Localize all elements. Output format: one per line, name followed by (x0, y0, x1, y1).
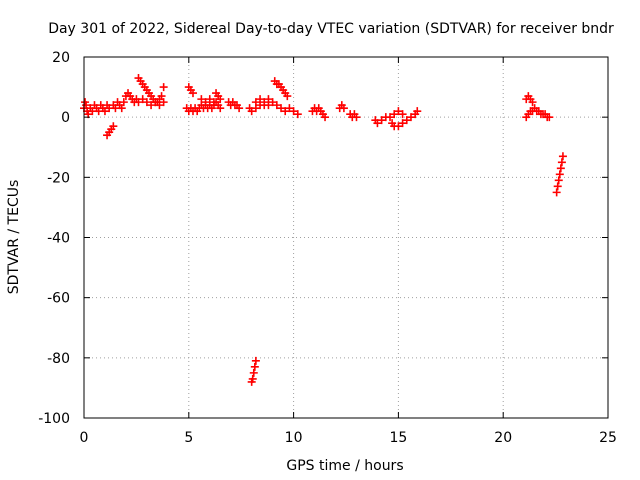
data-point (373, 119, 382, 128)
data-point (209, 98, 218, 107)
data-point (553, 182, 562, 191)
data-point (256, 95, 265, 104)
y-tick-labels: -100 -80 -60 -40 -20 0 20 (38, 50, 70, 427)
data-point (352, 113, 361, 122)
data-point (147, 101, 156, 110)
data-point (402, 116, 411, 125)
data-point (205, 95, 214, 104)
x-tick-label: 5 (184, 430, 193, 446)
data-point (285, 104, 294, 113)
data-point (528, 98, 537, 107)
data-point (188, 89, 197, 98)
data-point (157, 92, 166, 101)
data-point (554, 176, 563, 185)
grid-lines (84, 57, 608, 418)
data-point (109, 122, 118, 131)
data-point (119, 98, 128, 107)
data-point (159, 98, 168, 107)
data-point (82, 101, 91, 110)
y-tick-label: 0 (61, 110, 70, 126)
data-point (249, 368, 258, 377)
data-point (264, 101, 273, 110)
data-point (390, 110, 399, 119)
x-tick-label: 10 (285, 430, 303, 446)
data-point (557, 158, 566, 167)
data-point (155, 101, 164, 110)
y-tick-label: -40 (47, 231, 70, 247)
data-point (394, 107, 403, 116)
x-tick-label: 20 (494, 430, 512, 446)
data-point (117, 104, 126, 113)
data-point (272, 101, 281, 110)
y-tick-label: 20 (52, 50, 70, 66)
data-point (235, 104, 244, 113)
data-point (247, 107, 256, 116)
y-tick-label: -100 (38, 411, 70, 427)
y-tick-label: -20 (47, 170, 70, 186)
x-axis-label: GPS time / hours (286, 458, 403, 474)
data-point (398, 119, 407, 128)
data-point (100, 107, 109, 116)
x-tick-label: 0 (80, 430, 89, 446)
y-tick-label: -60 (47, 291, 70, 307)
data-point (556, 164, 565, 173)
data-point (394, 122, 403, 131)
data-point (558, 152, 567, 161)
axis-ticks (83, 56, 609, 419)
data-point (555, 170, 564, 179)
data-point (216, 104, 225, 113)
data-point (277, 104, 286, 113)
data-point (293, 110, 302, 119)
data-point (151, 98, 160, 107)
data-point (545, 113, 554, 122)
data-point (251, 356, 260, 365)
data-point (216, 95, 225, 104)
data-point (398, 110, 407, 119)
data-point (289, 107, 298, 116)
data-point (142, 98, 151, 107)
data-point (339, 104, 348, 113)
data-point (134, 98, 143, 107)
data-point (413, 107, 422, 116)
data-point (138, 95, 147, 104)
data-point (251, 98, 260, 107)
data-point (201, 98, 210, 107)
data-point (377, 116, 386, 125)
data-point (159, 83, 168, 92)
data-point (321, 113, 330, 122)
data-point (248, 374, 257, 383)
y-axis-label: SDTVAR / TECUs (6, 180, 22, 295)
data-point (281, 107, 290, 116)
data-point (197, 95, 206, 104)
data-points (80, 74, 567, 386)
data-point (283, 92, 292, 101)
x-tick-label: 25 (599, 430, 617, 446)
data-point (552, 188, 561, 197)
chart-title: Day 301 of 2022, Sidereal Day-to-day VTE… (48, 21, 614, 37)
y-tick-label: -80 (47, 351, 70, 367)
data-point (268, 98, 277, 107)
data-point (250, 362, 259, 371)
data-point (406, 113, 415, 122)
x-tick-labels: 0 5 10 15 20 25 (80, 430, 617, 446)
data-point (386, 113, 395, 122)
x-tick-label: 15 (389, 430, 407, 446)
